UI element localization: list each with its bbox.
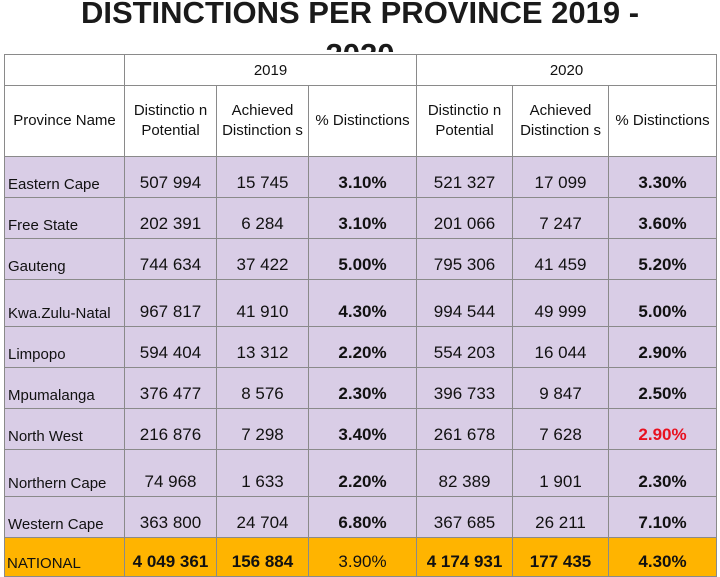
pct-2019: 3.10% [307, 156, 418, 198]
potential-2019: 744 634 [124, 238, 217, 280]
pct-2020: 3.30% [608, 156, 718, 198]
achieved-2019: 37 422 [216, 238, 309, 280]
pct-2020: 3.60% [608, 197, 718, 239]
potential-2019: 363 800 [124, 496, 217, 538]
national-pct-2019: 3.90% [307, 537, 418, 577]
achieved-2019: 13 312 [216, 326, 309, 368]
achieved-2020: 16 044 [512, 326, 610, 368]
pct-2020: 5.00% [608, 279, 718, 327]
pct-2019-header: % Distinctions [307, 85, 418, 157]
achieved-2019: 6 284 [216, 197, 309, 239]
province-name: North West [4, 408, 125, 450]
potential-2019: 507 994 [124, 156, 217, 198]
achieved-2019: 24 704 [216, 496, 309, 538]
pct-2020: 2.90% [608, 326, 718, 368]
year-header-row: 2019 2020 [4, 54, 718, 86]
potential-2020: 201 066 [416, 197, 514, 239]
corner-cell [4, 54, 125, 86]
national-pct-2020: 4.30% [608, 537, 718, 577]
potential-2020: 396 733 [416, 367, 514, 409]
achieved-2020: 7 628 [512, 408, 610, 450]
national-potential-2020: 4 174 931 [416, 537, 514, 577]
achieved-2020: 7 247 [512, 197, 610, 239]
potential-2019-header: Distinctio n Potential [124, 85, 217, 157]
year-2020-header: 2020 [416, 54, 718, 86]
distinctions-table: 2019 2020 Province Name Distinctio n Pot… [4, 54, 718, 577]
pct-2020: 5.20% [608, 238, 718, 280]
potential-2019: 202 391 [124, 197, 217, 239]
page-title: DISTINCTIONS PER PROVINCE 2019 - 2020 [0, 0, 720, 52]
year-2019-header: 2019 [123, 54, 418, 86]
table-row: Northern Cape 74 968 1 633 2.20% 82 389 … [4, 449, 718, 497]
achieved-2020: 1 901 [512, 449, 610, 497]
province-name: Eastern Cape [4, 156, 125, 198]
province-name: Northern Cape [4, 449, 125, 497]
achieved-2019: 7 298 [216, 408, 309, 450]
potential-2020: 994 544 [416, 279, 514, 327]
pct-2020: 7.10% [608, 496, 718, 538]
achieved-2020: 26 211 [512, 496, 610, 538]
achieved-2019: 1 633 [216, 449, 309, 497]
pct-2019: 5.00% [307, 238, 418, 280]
potential-2020-header: Distinctio n Potential [416, 85, 514, 157]
province-name: Limpopo [4, 326, 125, 368]
national-total-row: NATIONAL 4 049 361 156 884 3.90% 4 174 9… [4, 537, 718, 577]
achieved-2020: 41 459 [512, 238, 610, 280]
national-label: NATIONAL [4, 537, 125, 577]
achieved-2019-header: Achieved Distinction s [216, 85, 309, 157]
pct-2020: 2.50% [608, 367, 718, 409]
table-row: North West 216 876 7 298 3.40% 261 678 7… [4, 408, 718, 450]
achieved-2019: 15 745 [216, 156, 309, 198]
pct-2019: 4.30% [307, 279, 418, 327]
table-row: Eastern Cape 507 994 15 745 3.10% 521 32… [4, 156, 718, 198]
achieved-2019: 41 910 [216, 279, 309, 327]
table-row: Limpopo 594 404 13 312 2.20% 554 203 16 … [4, 326, 718, 368]
pct-2020: 2.30% [608, 449, 718, 497]
pct-2019: 2.20% [307, 449, 418, 497]
potential-2019: 74 968 [124, 449, 217, 497]
potential-2020: 261 678 [416, 408, 514, 450]
pct-2020-header: % Distinctions [608, 85, 718, 157]
table-row: Gauteng 744 634 37 422 5.00% 795 306 41 … [4, 238, 718, 280]
province-name: Kwa.Zulu-Natal [4, 279, 125, 327]
pct-2019: 2.20% [307, 326, 418, 368]
pct-2019: 3.40% [307, 408, 418, 450]
province-header: Province Name [4, 85, 125, 157]
province-name: Free State [4, 197, 125, 239]
potential-2020: 521 327 [416, 156, 514, 198]
potential-2020: 367 685 [416, 496, 514, 538]
achieved-2020: 49 999 [512, 279, 610, 327]
achieved-2020: 17 099 [512, 156, 610, 198]
potential-2019: 376 477 [124, 367, 217, 409]
title-line-2: 2020 [0, 34, 720, 52]
national-achieved-2020: 177 435 [512, 537, 610, 577]
potential-2020: 82 389 [416, 449, 514, 497]
table-row: Free State 202 391 6 284 3.10% 201 066 7… [4, 197, 718, 239]
national-achieved-2019: 156 884 [216, 537, 309, 577]
potential-2019: 594 404 [124, 326, 217, 368]
province-name: Western Cape [4, 496, 125, 538]
pct-2019: 6.80% [307, 496, 418, 538]
province-name: Gauteng [4, 238, 125, 280]
potential-2019: 216 876 [124, 408, 217, 450]
table-row: Western Cape 363 800 24 704 6.80% 367 68… [4, 496, 718, 538]
table-row: Kwa.Zulu-Natal 967 817 41 910 4.30% 994 … [4, 279, 718, 327]
pct-2019: 2.30% [307, 367, 418, 409]
potential-2019: 967 817 [124, 279, 217, 327]
column-header-row: Province Name Distinctio n Potential Ach… [4, 85, 718, 157]
national-potential-2019: 4 049 361 [124, 537, 217, 577]
table-row: Mpumalanga 376 477 8 576 2.30% 396 733 9… [4, 367, 718, 409]
province-name: Mpumalanga [4, 367, 125, 409]
pct-2019: 3.10% [307, 197, 418, 239]
title-line-1: DISTINCTIONS PER PROVINCE 2019 - [80, 0, 640, 30]
potential-2020: 795 306 [416, 238, 514, 280]
achieved-2020-header: Achieved Distinction s [512, 85, 610, 157]
achieved-2019: 8 576 [216, 367, 309, 409]
potential-2020: 554 203 [416, 326, 514, 368]
pct-2020-highlight: 2.90% [608, 408, 718, 450]
achieved-2020: 9 847 [512, 367, 610, 409]
